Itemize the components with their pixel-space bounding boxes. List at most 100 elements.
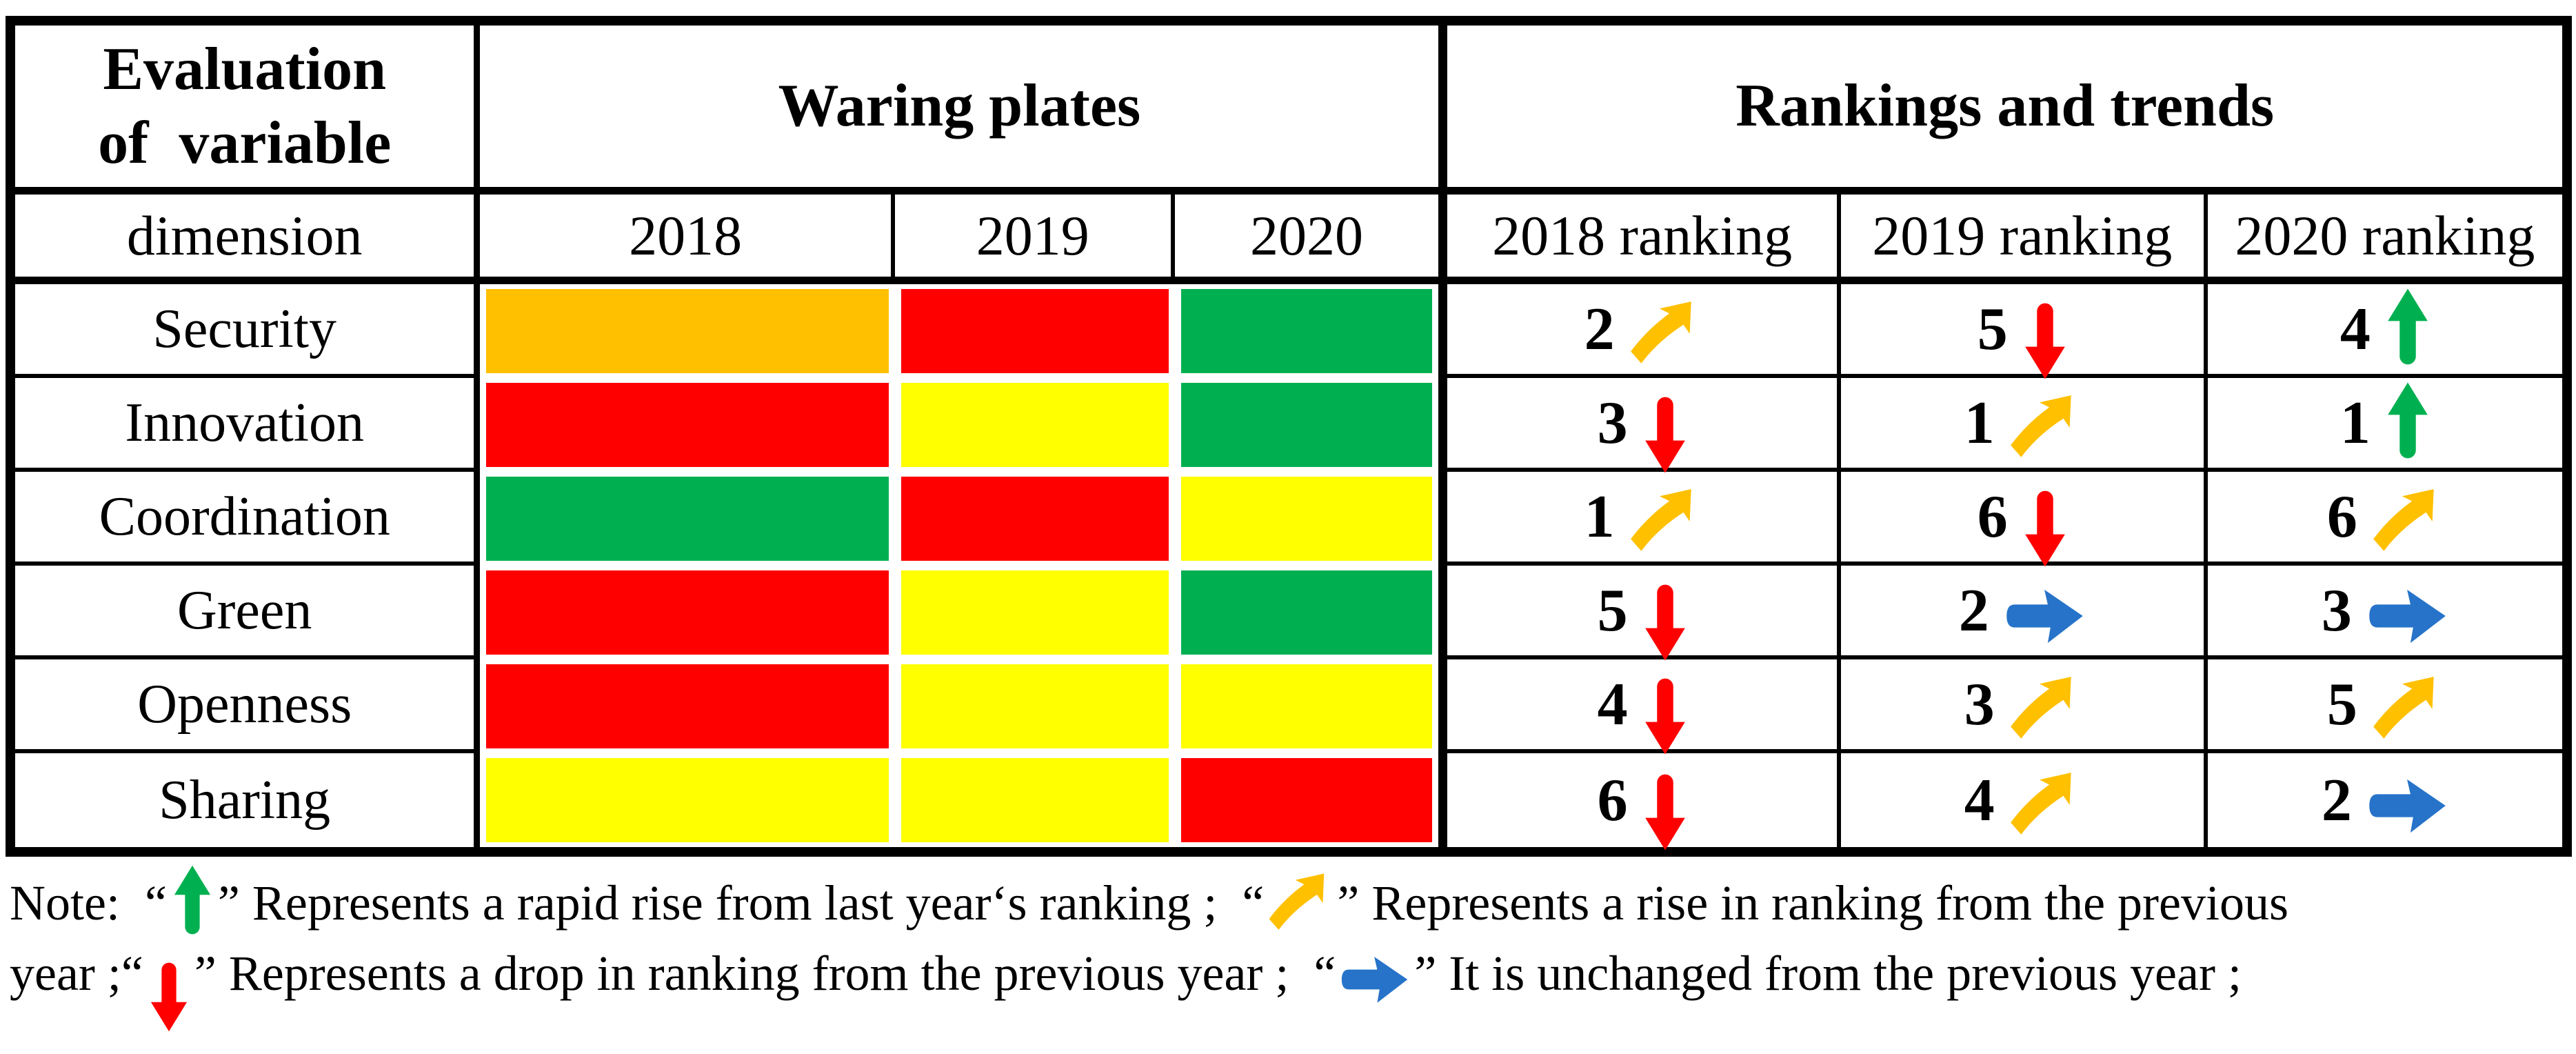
evaluation-table: Evaluation of variable Waring plates Ran… [6, 16, 2572, 857]
row-label: Green [15, 566, 481, 659]
rank-value: 5 [1597, 577, 1628, 644]
header-line-1: Evaluation [103, 35, 387, 103]
ranking-cell: 6 [1447, 753, 1841, 847]
plate-fill [486, 383, 889, 467]
trend-arrow-icon [1643, 669, 1687, 762]
rank-value: 3 [1964, 670, 1995, 738]
row-label: Openness [15, 659, 481, 753]
plate-cell [1174, 472, 1448, 566]
rise-arrow-icon [1268, 868, 1333, 939]
ranking-cell: 3 [1840, 659, 2208, 753]
ranking-cell: 5 [1447, 566, 1841, 659]
ranking-cell: 6 [1840, 472, 2208, 566]
ranking-cell: 5 [2207, 659, 2562, 753]
plate-cell [480, 378, 895, 472]
rank-value: 2 [1584, 295, 1615, 363]
ranking-cell: 6 [2207, 472, 2562, 566]
plate-fill [900, 570, 1169, 655]
note-text: ” It is unchanged from the previous year… [1414, 946, 2242, 1002]
plate-fill [900, 383, 1169, 467]
ranking-cell: 4 [2207, 282, 2562, 378]
header-evaluation-of-variable: Evaluation of variable [15, 26, 481, 195]
ranking-cell: 2 [2208, 753, 2562, 847]
trend-arrow-icon [2386, 282, 2430, 373]
note-line-2: year ;“ ” Represents a drop in ranking fr… [10, 938, 2576, 1008]
note-text: ” Represents a rapid rise from last year… [217, 875, 1265, 931]
plate-cell [480, 659, 895, 753]
subheader-dimension: dimension [15, 195, 481, 284]
trend-arrow-icon [1643, 388, 1687, 480]
trend-arrow-icon [1630, 296, 1700, 373]
rank-value: 5 [1977, 295, 2008, 363]
rank-value: 4 [2339, 295, 2371, 363]
table-row-green: Green 5 2 3 [15, 566, 2562, 659]
plate-fill [900, 289, 1169, 373]
table: Evaluation of variable Waring plates Ran… [15, 26, 2562, 847]
plate-cell [480, 753, 895, 847]
trend-arrow-icon [2367, 586, 2448, 646]
rapid-rise-arrow-icon [172, 859, 212, 943]
rank-value: 3 [2321, 577, 2352, 644]
note-line-1: Note: “ ” Represents a rapid rise from la… [10, 868, 2576, 938]
rank-value: 6 [1597, 766, 1628, 834]
rank-value: 1 [1964, 389, 1995, 457]
note: Note: “ ” Represents a rapid rise from la… [10, 868, 2576, 1008]
table-row-innovation: Innovation 3 1 1 [15, 378, 2562, 472]
subheader-2019-ranking: 2019 ranking [1840, 195, 2208, 284]
plate-fill [486, 289, 889, 373]
table-row-openness: Openness 4 3 5 [15, 659, 2562, 753]
ranking-cell: 1 [1447, 472, 1841, 566]
ranking-cell: 4 [1447, 659, 1841, 753]
table-row-security: Security 2 5 4 [15, 284, 2562, 378]
rank-value: 2 [2321, 766, 2352, 834]
plate-fill [486, 477, 889, 561]
trend-arrow-icon [2386, 376, 2430, 467]
plate-fill [900, 664, 1169, 748]
subheader-2020: 2020 [1174, 195, 1448, 284]
plate-fill [486, 758, 889, 842]
rank-value: 1 [2339, 389, 2371, 457]
trend-arrow-icon [2023, 294, 2067, 386]
plate-fill [486, 664, 889, 748]
plate-fill [1180, 758, 1433, 842]
trend-arrow-icon [1643, 765, 1687, 857]
plate-cell [1174, 659, 1448, 753]
subheader-2018: 2018 [480, 195, 895, 284]
table-row-sharing: Sharing 6 4 2 [15, 753, 2562, 847]
ranking-cell: 3 [2207, 566, 2562, 659]
table-header-row: Evaluation of variable Waring plates Ran… [15, 26, 2562, 195]
row-label: Sharing [15, 753, 481, 847]
subheader-2020-ranking: 2020 ranking [2207, 195, 2562, 284]
note-text: ” Represents a drop in ranking from the … [194, 946, 1336, 1002]
ranking-cell: 2 [1447, 284, 1841, 378]
table-row-coordination: Coordination 1 6 6 [15, 472, 2562, 566]
plate-cell [894, 753, 1175, 847]
rank-value: 5 [2326, 670, 2357, 738]
plate-cell [894, 284, 1175, 378]
trend-arrow-icon [2373, 484, 2443, 561]
trend-arrow-icon [2023, 481, 2067, 574]
plate-fill [486, 570, 889, 655]
unchanged-arrow-icon [1340, 953, 1410, 1006]
plate-cell [480, 566, 895, 659]
rank-value: 3 [1597, 389, 1628, 457]
rank-value: 6 [1977, 483, 2008, 550]
plate-cell [894, 472, 1175, 566]
trend-arrow-icon [2010, 767, 2080, 844]
plate-fill [1180, 570, 1433, 655]
plate-cell [894, 378, 1175, 472]
plate-fill [900, 758, 1169, 842]
plate-cell [1174, 753, 1448, 847]
note-text: year ;“ [10, 946, 143, 1002]
ranking-cell: 4 [1841, 753, 2208, 847]
header-rankings-and-trends: Rankings and trends [1447, 26, 2562, 195]
ranking-cell: 1 [2207, 376, 2562, 472]
plate-fill [900, 477, 1169, 561]
table-subheader-row: dimension 2018 2019 2020 2018 ranking 20… [15, 195, 2562, 284]
header-waring-plates: Waring plates [480, 26, 1448, 195]
plate-cell [894, 566, 1175, 659]
subheader-2019: 2019 [894, 195, 1175, 284]
trend-arrow-icon [2373, 671, 2443, 748]
warning-plates-figure: Evaluation of variable Waring plates Ran… [0, 16, 2576, 1054]
ranking-cell: 3 [1447, 378, 1841, 472]
